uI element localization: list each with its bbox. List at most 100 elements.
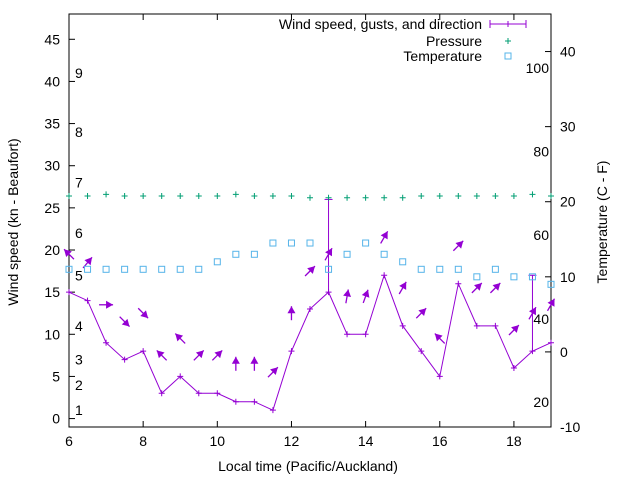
temperature-point	[232, 250, 240, 258]
wind-speed-point	[418, 348, 425, 355]
temperature-point	[362, 239, 370, 247]
pressure-point	[381, 194, 388, 201]
wind-speed-point	[399, 322, 406, 329]
wind-direction-arrowhead	[156, 350, 165, 359]
beaufort-label: 1	[75, 402, 83, 418]
wind-direction-arrowhead	[84, 257, 93, 266]
wind-direction-arrowhead	[434, 333, 443, 342]
y-left-tick-label: 10	[44, 326, 60, 342]
y-left-tick-label: 25	[44, 200, 60, 216]
legend-swatch-pressure	[505, 38, 511, 44]
ticks-layer: 6 8 10 12 14 16 18051015202530354045-100102030…	[44, 14, 580, 449]
y-left-tick-label: 5	[52, 368, 60, 384]
temperature-point	[84, 265, 92, 273]
pressure-point	[344, 194, 351, 201]
beaufort-label: 9	[75, 65, 83, 81]
fahrenheit-label: 20	[533, 394, 549, 410]
wind-direction-arrowhead	[492, 282, 501, 291]
y-right-tick-label: 40	[560, 44, 576, 60]
wind-direction-arrowhead	[287, 306, 296, 314]
wind-direction-arrowhead	[325, 248, 333, 257]
y-left-tick-label: 30	[44, 158, 60, 174]
legend-label-temperature: Temperature	[403, 48, 482, 64]
wind-speed-point	[436, 373, 443, 380]
temperature-point	[417, 265, 425, 273]
pressure-point	[195, 193, 202, 200]
y-right-tick-label: 20	[560, 194, 576, 210]
wind-speed-point	[177, 373, 184, 380]
wind-speed-point	[307, 306, 313, 312]
x-tick-label: 10	[210, 433, 226, 449]
temperature-point	[380, 250, 388, 258]
wind-direction-arrowhead	[270, 367, 278, 376]
wind-direction-arrowhead	[106, 300, 114, 309]
wind-direction-arrowhead	[418, 308, 427, 317]
plot-layer	[68, 13, 552, 428]
wind-speed-point	[529, 348, 536, 355]
pressure-point	[418, 193, 425, 200]
pressure-point	[436, 193, 443, 200]
beaufort-label: 5	[75, 267, 83, 283]
wind-direction-arrowhead	[547, 298, 555, 307]
temperature-point	[176, 265, 184, 273]
temperature-point	[399, 258, 407, 266]
y-right-tick-label: -10	[560, 419, 580, 435]
pressure-point	[251, 193, 258, 200]
temperature-point	[213, 258, 221, 266]
wind-direction-arrowhead	[64, 249, 72, 258]
wind-speed-point	[492, 322, 499, 329]
wind-direction-arrowhead	[511, 325, 519, 333]
x-tick-label: 8	[139, 433, 147, 449]
wind-speed-point	[344, 331, 351, 338]
temperature-point	[195, 265, 203, 273]
temperature-point	[121, 265, 129, 273]
pressure-point	[492, 193, 499, 200]
pressure-point	[232, 191, 239, 198]
wind-direction-arrowhead	[140, 310, 149, 319]
fahrenheit-label: 80	[533, 143, 549, 159]
y-axis-label-left: Wind speed (kn - Beaufort)	[5, 138, 21, 305]
wind-direction-arrowhead	[175, 333, 184, 342]
y-left-tick-label: 40	[44, 73, 60, 89]
legend-swatch-temperature	[504, 52, 512, 60]
wind-speed-point	[158, 390, 165, 397]
wind-speed-point	[121, 356, 128, 363]
pressure-point	[84, 193, 91, 200]
pressure-point	[307, 194, 313, 201]
legend: Wind speed, gusts, and directionPressure…	[279, 16, 527, 64]
wind-direction-arrowhead	[231, 356, 240, 364]
y-axis-label-right: Temperature (C - F)	[594, 161, 610, 284]
pressure-point	[362, 194, 369, 201]
pressure-point	[399, 194, 406, 201]
wind-speed-point	[455, 280, 462, 287]
wind-speed-line	[68, 273, 552, 411]
wind-speed-point	[103, 339, 110, 346]
wind-speed-point	[473, 322, 480, 329]
fahrenheit-label: 40	[533, 311, 549, 327]
wind-speed-point	[251, 398, 258, 405]
wind-direction-arrowhead	[307, 266, 315, 274]
wind-speed-point	[140, 348, 147, 355]
pressure-point	[121, 193, 128, 200]
pressure-point	[140, 193, 147, 200]
pressure-point	[455, 193, 462, 200]
wind-direction-arrowhead	[214, 350, 223, 359]
wind-speed-point	[548, 339, 554, 346]
y-left-tick-label: 20	[44, 242, 60, 258]
x-tick-label: 16	[432, 433, 448, 449]
temperature-point	[325, 265, 333, 273]
pressure-point	[529, 191, 536, 198]
beaufort-label: 3	[75, 352, 83, 368]
x-tick-label: 18	[506, 433, 522, 449]
temperature-point	[306, 239, 314, 247]
y-left-tick-label: 35	[44, 116, 60, 132]
y-right-tick-label: 10	[560, 269, 576, 285]
pressure-point	[66, 193, 72, 200]
pressure-point	[269, 193, 276, 200]
pressure-point	[214, 193, 221, 200]
temperature-point	[528, 273, 536, 281]
fahrenheit-label: 60	[533, 227, 549, 243]
wind-speed-point	[381, 272, 388, 279]
beaufort-label: 7	[75, 175, 83, 191]
